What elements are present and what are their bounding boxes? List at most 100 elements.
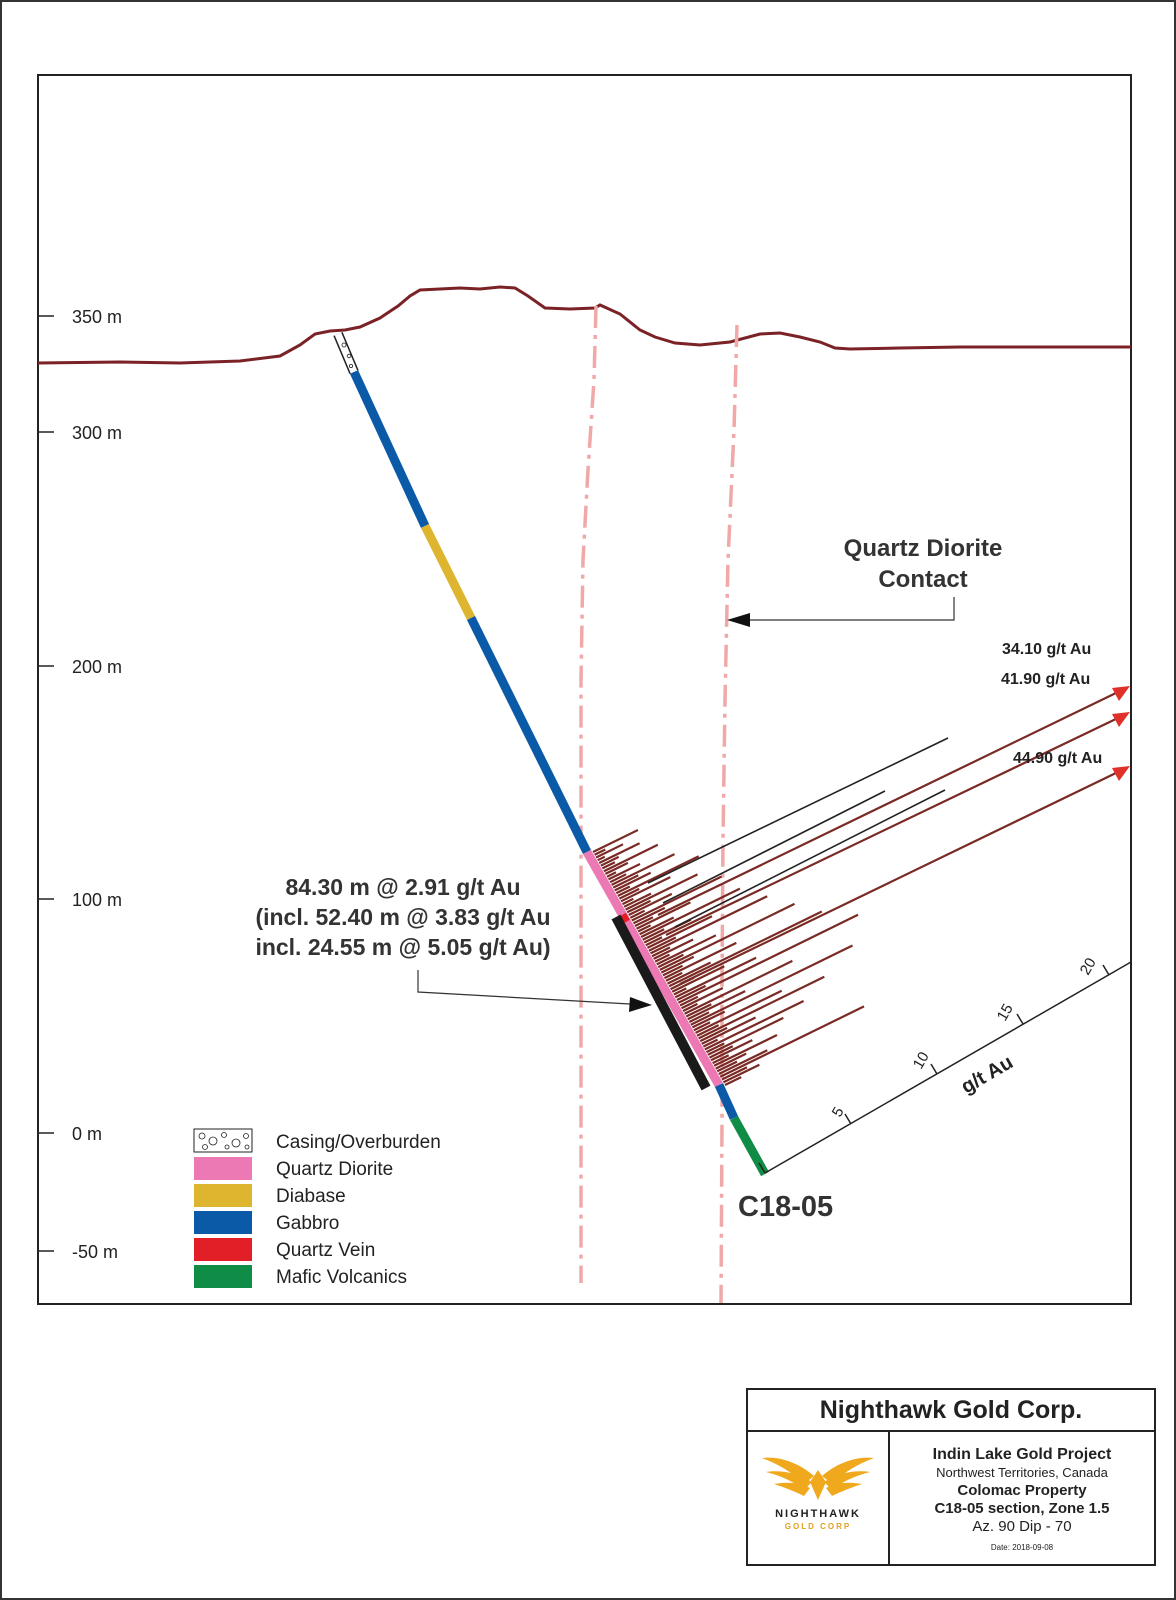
title-block: Nighthawk Gold Corp. NIGHTHAWK GOLD CORP… <box>746 1388 1156 1566</box>
arrowhead-icon <box>1112 766 1130 781</box>
assay-bar <box>724 1076 742 1086</box>
grade-scale-tick: 15 <box>994 1001 1017 1024</box>
assay-bar <box>601 861 616 870</box>
azimuth-dip: Az. 90 Dip - 70 <box>972 1518 1072 1535</box>
drill-hole-trace <box>333 332 769 1177</box>
company-logo: NIGHTHAWK GOLD CORP <box>748 1432 890 1564</box>
legend-label: Gabbro <box>276 1213 339 1234</box>
assay-bar <box>659 902 795 971</box>
intercept-label: 84.30 m @ 2.91 g/t Au <box>285 874 520 900</box>
assay-bar <box>684 959 793 1015</box>
assay-bar <box>718 1049 768 1075</box>
drawing-date: Date: 2018-09-08 <box>990 1543 1054 1552</box>
hole-segment-quartz-diorite <box>583 849 723 1088</box>
assay-bar <box>614 871 652 892</box>
assay-bar <box>687 990 746 1021</box>
elevation-label: 100 m <box>72 890 122 910</box>
grade-scale-tick: 10 <box>910 1049 933 1072</box>
legend-label: Diabase <box>276 1186 346 1207</box>
assay-bar <box>701 1016 757 1045</box>
legend-label: Quartz Vein <box>276 1240 375 1261</box>
assay-bar <box>615 885 631 895</box>
assay-bar <box>709 1045 734 1059</box>
legend: Casing/Overburden Quartz Diorite Diabase… <box>193 1128 441 1288</box>
legend-label: Quartz Diorite <box>276 1159 393 1180</box>
elevation-label: 0 m <box>72 1124 102 1144</box>
assay-bar <box>676 984 707 1001</box>
contact-label: Contact <box>878 566 967 593</box>
assay-bar <box>699 1026 728 1043</box>
assay-bar <box>716 1060 738 1073</box>
assay-bar <box>628 892 673 916</box>
assay-bar <box>597 855 606 862</box>
assay-bar <box>704 1000 805 1051</box>
legend-swatch-gabbro <box>194 1211 252 1234</box>
assay-bar <box>640 887 741 938</box>
assay-bar <box>722 1063 760 1084</box>
contact-leader <box>742 597 955 621</box>
elevation-axis <box>38 315 54 1252</box>
section-name: C18-05 section, Zone 1.5 <box>934 1500 1110 1517</box>
assay-bar <box>681 987 724 1010</box>
logo-wordmark: NIGHTHAWK <box>775 1508 861 1520</box>
assay-bar <box>693 1021 711 1032</box>
assay-bar <box>682 1002 698 1012</box>
assay-bar <box>705 1042 725 1054</box>
assay-bar <box>595 843 624 859</box>
assay-bar <box>598 842 641 864</box>
project-name: Indin Lake Gold Project <box>932 1446 1112 1463</box>
intercept-label: incl. 24.55 m @ 5.05 g/t Au) <box>255 934 550 960</box>
assay-bar <box>677 913 859 1004</box>
contact-arrowhead <box>727 613 750 627</box>
assay-bar <box>594 848 606 856</box>
legend-swatch-diabase <box>194 1184 252 1207</box>
assay-bar <box>634 916 654 927</box>
assay-bar <box>665 971 683 982</box>
assay-bar <box>631 875 723 922</box>
assay-bar <box>685 1003 712 1018</box>
assay-bar <box>604 861 629 875</box>
assay-bar <box>600 855 620 867</box>
assay-bar <box>648 936 677 952</box>
assay-bar <box>674 956 757 999</box>
legend-swatch-quartz-vein <box>194 1238 252 1261</box>
grade-scale <box>758 961 1132 1174</box>
assay-bar <box>696 1024 720 1037</box>
assay-bar <box>625 873 698 911</box>
assay-bar <box>622 897 634 906</box>
assay-bar <box>626 899 651 914</box>
company-name: Nighthawk Gold Corp. <box>748 1390 1154 1432</box>
hole-segment-gabbro <box>714 1083 739 1120</box>
arrowhead-icon <box>1112 712 1130 727</box>
project-info: Indin Lake Gold Project Northwest Territ… <box>890 1434 1154 1564</box>
assay-bar <box>636 901 691 930</box>
assay-bar <box>688 1011 710 1023</box>
assay-bar <box>617 855 700 897</box>
assay-bar <box>609 873 627 884</box>
assay-bar <box>618 887 640 900</box>
intercept-bar <box>611 914 711 1091</box>
assay-bar <box>719 1005 865 1078</box>
elevation-label: 350 m <box>72 307 122 327</box>
assay-bar <box>668 910 823 988</box>
assay-bar <box>653 938 694 960</box>
assay-bar <box>712 1054 730 1065</box>
assay-bar <box>671 965 725 993</box>
assay-bar <box>637 924 652 933</box>
legend-swatch-quartz-diorite <box>194 1157 252 1180</box>
arrow-value-label: 34.10 g/t Au <box>1002 641 1091 658</box>
assay-bar <box>651 946 671 958</box>
assay-bar <box>698 975 825 1040</box>
assay-bar <box>654 953 670 963</box>
assay-bar <box>620 876 671 903</box>
assay-bar <box>662 964 684 977</box>
elevation-label: 300 m <box>72 423 122 443</box>
assay-bars <box>592 829 865 1086</box>
assay-bar <box>656 934 717 966</box>
assay-bar <box>715 1052 747 1070</box>
grade-scale-tick: 20 <box>1077 955 1100 978</box>
assay-bar <box>642 928 665 941</box>
contact-label: Quartz Diorite <box>844 535 1003 562</box>
intercept-arrowhead <box>629 997 652 1012</box>
